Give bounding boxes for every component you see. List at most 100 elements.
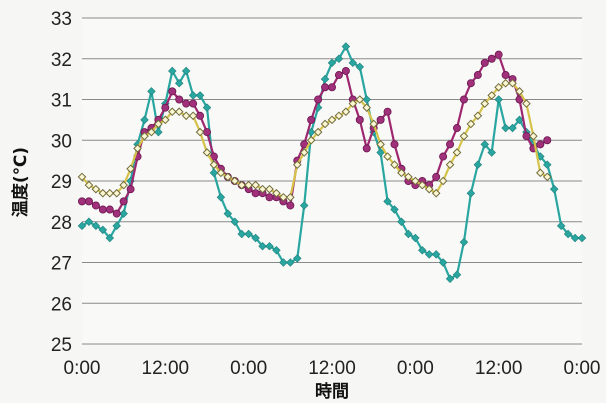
data-point [480,58,489,67]
data-point [466,79,475,88]
data-point [383,197,392,206]
data-point [452,124,461,133]
data-point [84,197,93,206]
data-point [536,168,545,178]
y-tick-label: 26 [51,294,72,315]
data-point [348,58,358,68]
data-point [411,233,420,243]
data-point [383,152,392,161]
data-point [307,115,316,124]
data-point [195,91,205,100]
data-point [334,54,344,63]
y-tick-label: 28 [51,213,72,234]
data-point [355,62,365,72]
data-point [188,91,198,100]
data-point [147,87,156,96]
data-point [98,205,107,214]
data-point [466,119,476,129]
data-point [251,180,260,190]
data-point [508,78,517,88]
y-tick-label: 31 [51,91,72,112]
data-point [543,160,552,169]
x-tick-label: 0:00 [397,358,434,379]
data-point [501,71,510,80]
data-point [341,66,350,75]
data-point [272,246,281,255]
data-point [112,209,121,218]
data-point [84,217,94,226]
data-point [536,140,545,149]
data-point [577,233,587,243]
x-axis-title: 時間 [315,381,349,402]
data-point [77,221,87,231]
data-point [439,152,448,161]
data-point [341,42,351,51]
data-point [431,250,441,259]
data-point [286,201,295,210]
data-point [417,180,427,190]
data-point [501,123,510,133]
data-point [438,176,448,186]
data-point [119,209,128,218]
x-tick-label: 12:00 [308,358,356,379]
x-tick-label: 12:00 [475,358,523,379]
data-point [202,148,212,157]
data-point [161,115,170,125]
data-point [98,225,108,235]
data-point [202,128,211,137]
data-point [432,172,441,181]
data-point [508,123,517,133]
data-point [313,127,323,137]
data-point [390,160,399,170]
data-point [244,229,253,239]
data-point [230,176,240,186]
data-point [369,119,378,129]
data-point [216,168,226,178]
data-point [411,176,420,186]
data-point [167,107,177,117]
data-point [341,107,351,117]
y-tick-label: 29 [51,172,72,193]
data-point [91,201,100,210]
data-point [487,91,497,100]
data-point [188,111,198,121]
data-point [77,172,87,182]
data-point [404,229,413,239]
data-point [251,233,260,243]
data-point [459,131,469,141]
data-point [237,180,247,190]
data-point [473,160,483,169]
data-point [299,148,309,157]
data-point [279,192,288,202]
data-point [320,119,330,129]
data-point [556,221,566,231]
data-point [549,184,559,194]
data-point [321,83,330,92]
data-point [327,83,336,92]
data-point [223,209,233,218]
data-point [487,148,496,157]
data-point [570,233,580,243]
data-point [397,168,406,178]
series-diamond [77,42,587,284]
data-point [78,197,87,206]
data-point [390,205,399,214]
data-point [445,274,455,284]
data-point [265,241,274,251]
data-point [376,148,385,157]
data-point [327,58,337,68]
data-point [473,71,482,80]
data-point [327,115,337,125]
data-point [334,71,343,80]
data-point [140,131,149,141]
data-point [431,188,441,198]
data-point [216,193,226,202]
data-point [334,111,344,121]
data-point [98,188,108,198]
data-point [480,99,490,108]
data-point [452,148,462,157]
data-point [397,217,406,226]
y-tick-label: 33 [51,9,72,30]
data-point [522,132,531,141]
